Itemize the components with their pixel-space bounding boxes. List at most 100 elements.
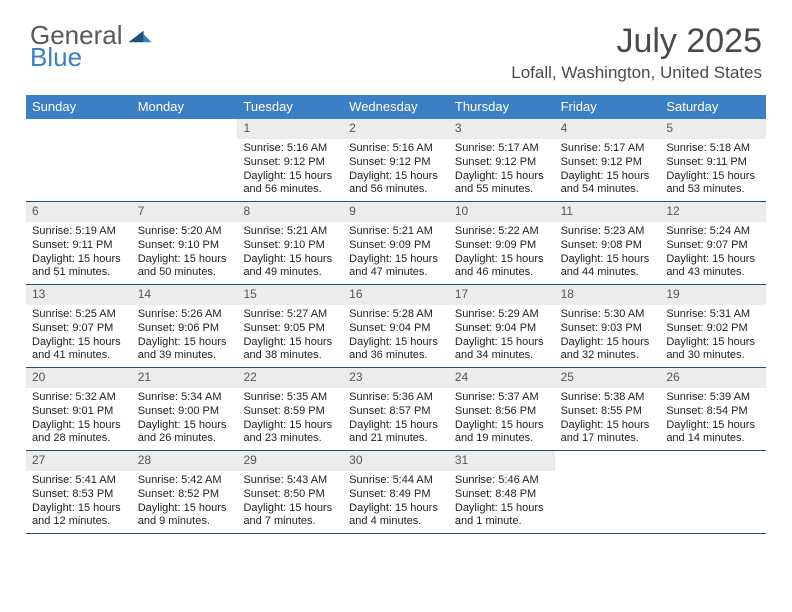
day-body: Sunrise: 5:35 AMSunset: 8:59 PMDaylight:… [237, 388, 343, 450]
day-number: 23 [343, 368, 449, 388]
daylight-text: Daylight: 15 hours and 36 minutes. [349, 336, 443, 364]
sunrise-text: Sunrise: 5:26 AM [138, 308, 232, 322]
sunset-text: Sunset: 9:12 PM [561, 156, 655, 170]
day-number: 5 [660, 119, 766, 139]
day-number: 20 [26, 368, 132, 388]
sunrise-text: Sunrise: 5:16 AM [243, 142, 337, 156]
sunset-text: Sunset: 8:49 PM [349, 488, 443, 502]
day-number: 6 [26, 202, 132, 222]
day-cell [26, 119, 132, 201]
day-cell: 4Sunrise: 5:17 AMSunset: 9:12 PMDaylight… [555, 119, 661, 201]
sunset-text: Sunset: 8:54 PM [666, 405, 760, 419]
sunrise-text: Sunrise: 5:35 AM [243, 391, 337, 405]
daylight-text: Daylight: 15 hours and 56 minutes. [243, 170, 337, 198]
day-number: 16 [343, 285, 449, 305]
day-cell: 22Sunrise: 5:35 AMSunset: 8:59 PMDayligh… [237, 368, 343, 450]
day-number: 19 [660, 285, 766, 305]
day-body: Sunrise: 5:37 AMSunset: 8:56 PMDaylight:… [449, 388, 555, 450]
day-cell: 21Sunrise: 5:34 AMSunset: 9:00 PMDayligh… [132, 368, 238, 450]
daylight-text: Daylight: 15 hours and 41 minutes. [32, 336, 126, 364]
day-body: Sunrise: 5:31 AMSunset: 9:02 PMDaylight:… [660, 305, 766, 367]
day-body: Sunrise: 5:25 AMSunset: 9:07 PMDaylight:… [26, 305, 132, 367]
daylight-text: Daylight: 15 hours and 28 minutes. [32, 419, 126, 447]
sunset-text: Sunset: 9:07 PM [666, 239, 760, 253]
sunset-text: Sunset: 8:59 PM [243, 405, 337, 419]
day-number: 25 [555, 368, 661, 388]
sunset-text: Sunset: 8:56 PM [455, 405, 549, 419]
day-cell: 18Sunrise: 5:30 AMSunset: 9:03 PMDayligh… [555, 285, 661, 367]
week-row: 13Sunrise: 5:25 AMSunset: 9:07 PMDayligh… [26, 285, 766, 368]
sunset-text: Sunset: 8:48 PM [455, 488, 549, 502]
daylight-text: Daylight: 15 hours and 44 minutes. [561, 253, 655, 281]
day-number: 27 [26, 451, 132, 471]
sunrise-text: Sunrise: 5:31 AM [666, 308, 760, 322]
sunrise-text: Sunrise: 5:39 AM [666, 391, 760, 405]
sunset-text: Sunset: 9:12 PM [243, 156, 337, 170]
sunrise-text: Sunrise: 5:21 AM [243, 225, 337, 239]
sunset-text: Sunset: 8:57 PM [349, 405, 443, 419]
day-cell: 9Sunrise: 5:21 AMSunset: 9:09 PMDaylight… [343, 202, 449, 284]
weekday-header: Tuesday [237, 95, 343, 119]
day-cell: 13Sunrise: 5:25 AMSunset: 9:07 PMDayligh… [26, 285, 132, 367]
sunset-text: Sunset: 8:53 PM [32, 488, 126, 502]
sunrise-text: Sunrise: 5:23 AM [561, 225, 655, 239]
day-body: Sunrise: 5:28 AMSunset: 9:04 PMDaylight:… [343, 305, 449, 367]
daylight-text: Daylight: 15 hours and 12 minutes. [32, 502, 126, 530]
day-number: 3 [449, 119, 555, 139]
sunrise-text: Sunrise: 5:27 AM [243, 308, 337, 322]
weekday-header: Wednesday [343, 95, 449, 119]
sunrise-text: Sunrise: 5:20 AM [138, 225, 232, 239]
day-body: Sunrise: 5:30 AMSunset: 9:03 PMDaylight:… [555, 305, 661, 367]
week-row: 1Sunrise: 5:16 AMSunset: 9:12 PMDaylight… [26, 119, 766, 202]
day-cell: 8Sunrise: 5:21 AMSunset: 9:10 PMDaylight… [237, 202, 343, 284]
sunrise-text: Sunrise: 5:44 AM [349, 474, 443, 488]
day-cell: 7 Sunrise: 5:20 AMSunset: 9:10 PMDaylight… [132, 202, 238, 284]
daylight-text: Daylight: 15 hours and 47 minutes. [349, 253, 443, 281]
sunset-text: Sunset: 9:07 PM [32, 322, 126, 336]
day-number: 7 [132, 202, 238, 222]
sunset-text: Sunset: 9:10 PM [138, 239, 232, 253]
weekday-header: Monday [132, 95, 238, 119]
day-body: Sunrise: 5:44 AMSunset: 8:49 PMDaylight:… [343, 471, 449, 533]
day-cell [660, 451, 766, 533]
logo-mark-icon [126, 22, 152, 48]
day-number: 17 [449, 285, 555, 305]
daylight-text: Daylight: 15 hours and 1 minute. [455, 502, 549, 530]
day-number: 4 [555, 119, 661, 139]
daylight-text: Daylight: 15 hours and 14 minutes. [666, 419, 760, 447]
day-body: Sunrise: 5:46 AMSunset: 8:48 PMDaylight:… [449, 471, 555, 533]
day-cell: 31Sunrise: 5:46 AMSunset: 8:48 PMDayligh… [449, 451, 555, 533]
day-cell: 15Sunrise: 5:27 AMSunset: 9:05 PMDayligh… [237, 285, 343, 367]
daylight-text: Daylight: 15 hours and 53 minutes. [666, 170, 760, 198]
weekday-header: Thursday [449, 95, 555, 119]
day-number: 1 [237, 119, 343, 139]
daylight-text: Daylight: 15 hours and 26 minutes. [138, 419, 232, 447]
daylight-text: Daylight: 15 hours and 50 minutes. [138, 253, 232, 281]
day-cell: 27 Sunrise: 5:41 AMSunset: 8:53 PMDayligh… [26, 451, 132, 533]
sunrise-text: Sunrise: 5:19 AM [32, 225, 126, 239]
day-number: 2 [343, 119, 449, 139]
daylight-text: Daylight: 15 hours and 17 minutes. [561, 419, 655, 447]
daylight-text: Daylight: 15 hours and 54 minutes. [561, 170, 655, 198]
day-number: 9 [343, 202, 449, 222]
daylight-text: Daylight: 15 hours and 4 minutes. [349, 502, 443, 530]
day-body: Sunrise: 5:23 AMSunset: 9:08 PMDaylight:… [555, 222, 661, 284]
week-row: 27Sunrise: 5:41 AMSunset: 8:53 PMDayligh… [26, 451, 766, 534]
daylight-text: Daylight: 15 hours and 49 minutes. [243, 253, 337, 281]
sunset-text: Sunset: 8:55 PM [561, 405, 655, 419]
day-cell: 2Sunrise: 5:16 AMSunset: 9:12 PMDaylight… [343, 119, 449, 201]
sunrise-text: Sunrise: 5:30 AM [561, 308, 655, 322]
weekday-header: Friday [555, 95, 661, 119]
day-body: Sunrise: 5:36 AMSunset: 8:57 PMDaylight:… [343, 388, 449, 450]
sunrise-text: Sunrise: 5:17 AM [455, 142, 549, 156]
day-cell: 6Sunrise: 5:19 AMSunset: 9:11 PMDaylight… [26, 202, 132, 284]
sunrise-text: Sunrise: 5:21 AM [349, 225, 443, 239]
day-number: 10 [449, 202, 555, 222]
day-cell: 29Sunrise: 5:43 AMSunset: 8:50 PMDayligh… [237, 451, 343, 533]
sunset-text: Sunset: 9:01 PM [32, 405, 126, 419]
day-number: 18 [555, 285, 661, 305]
day-body: Sunrise: 5:32 AMSunset: 9:01 PMDaylight:… [26, 388, 132, 450]
sunrise-text: Sunrise: 5:41 AM [32, 474, 126, 488]
day-body: Sunrise: 5:24 AMSunset: 9:07 PMDaylight:… [660, 222, 766, 284]
day-body: Sunrise: 5:17 AMSunset: 9:12 PMDaylight:… [555, 139, 661, 201]
